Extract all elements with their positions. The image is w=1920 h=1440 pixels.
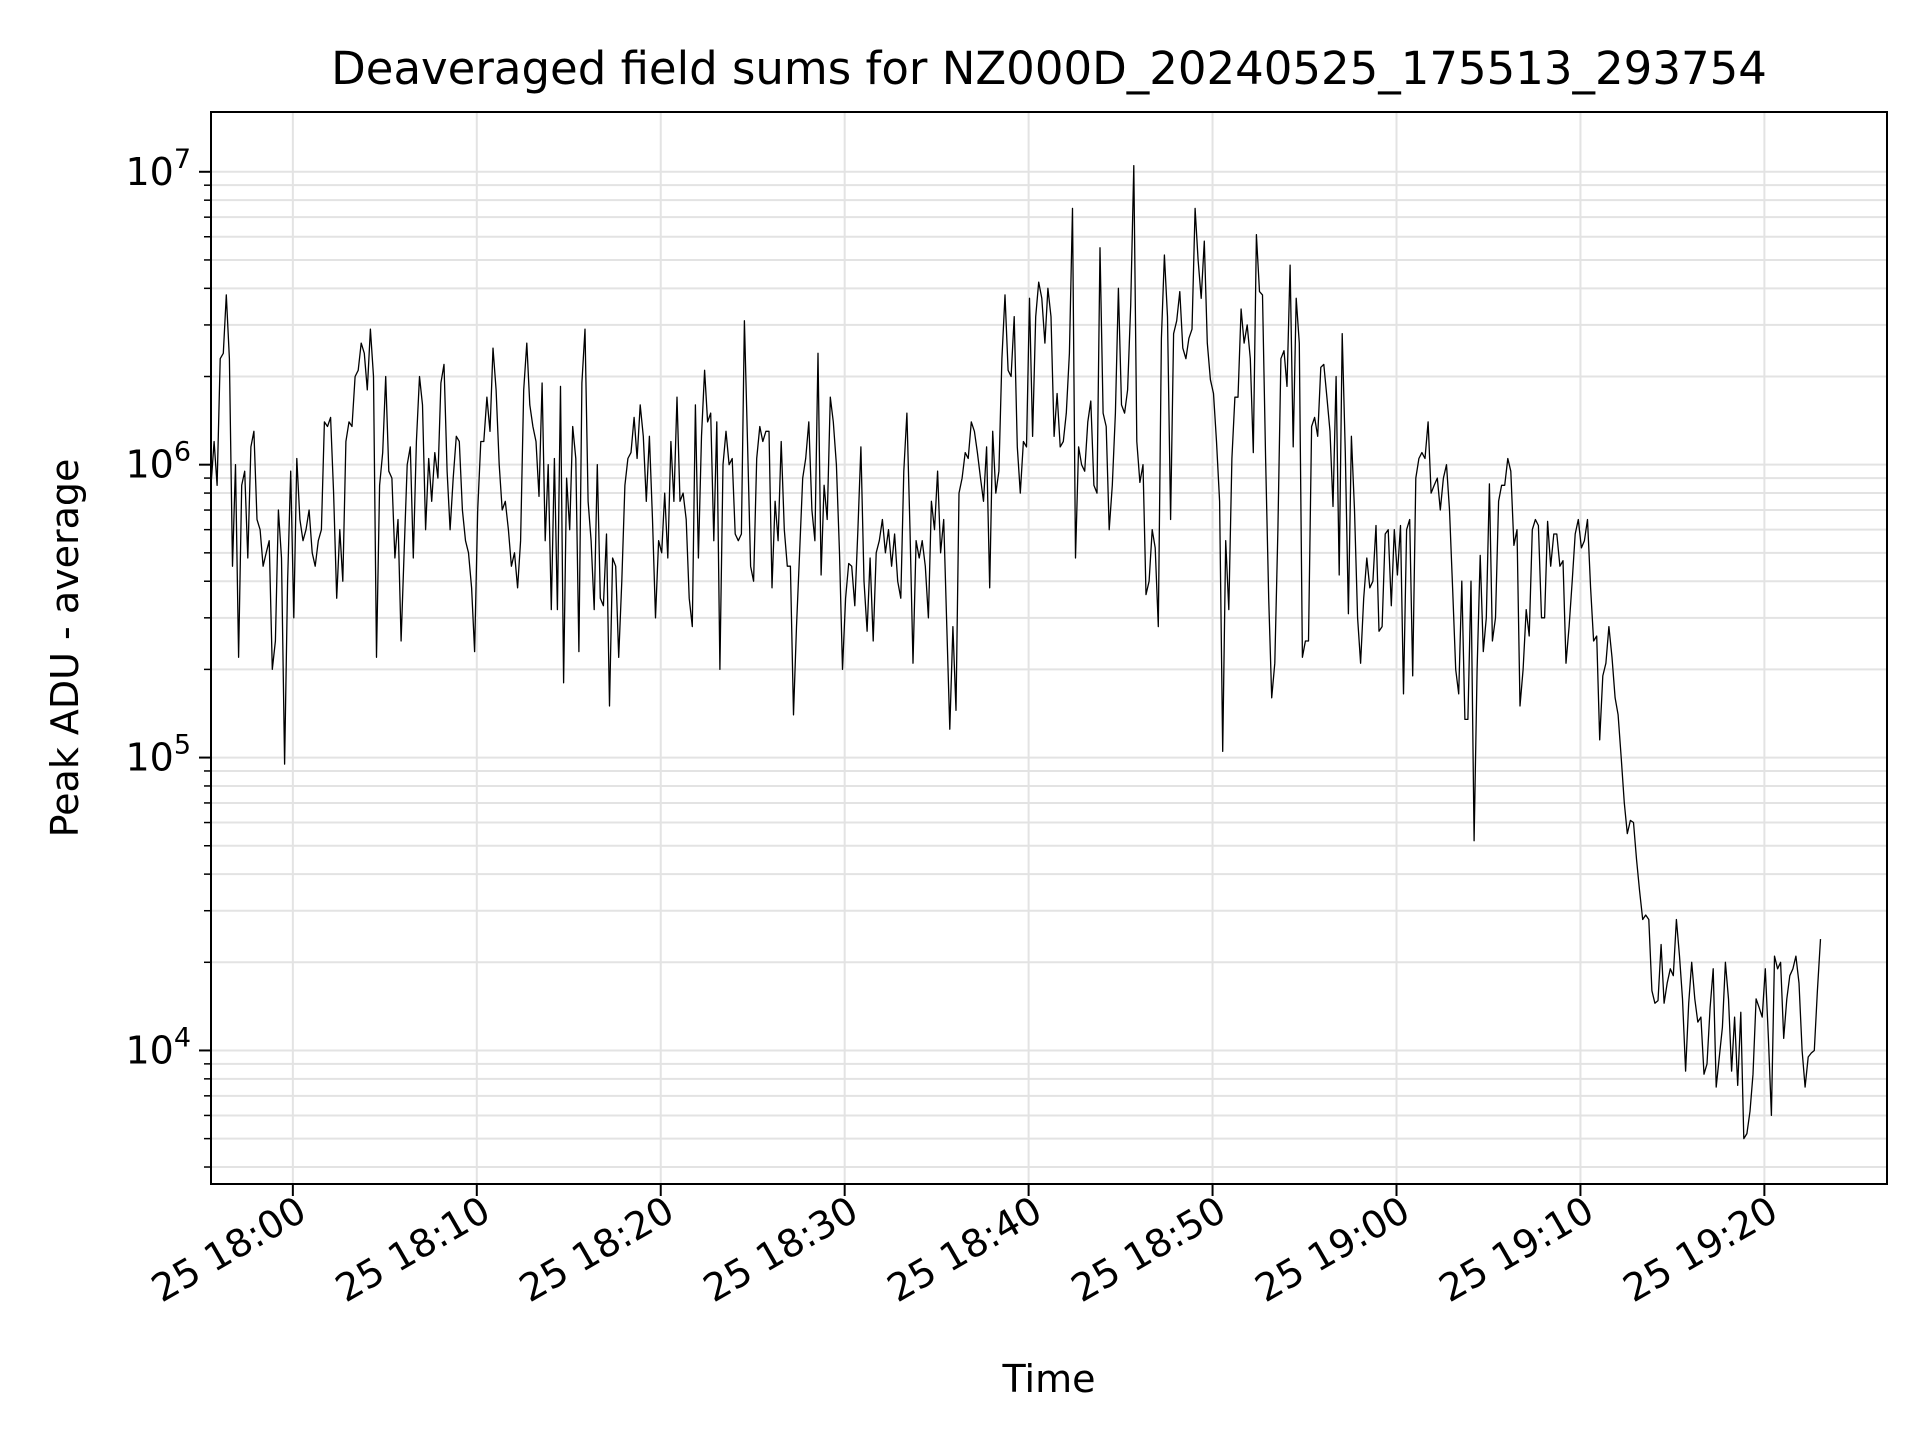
y-tick-label-base: 10 <box>125 150 173 194</box>
x-axis-label: Time <box>1002 1357 1096 1401</box>
chart-title: Deaveraged field sums for NZ000D_2024052… <box>331 42 1767 95</box>
y-tick-label-exponent: 7 <box>174 144 191 175</box>
series-line <box>210 164 1822 1140</box>
grid <box>211 112 1887 1184</box>
y-tick-label-exponent: 6 <box>174 437 191 468</box>
plot-frame <box>210 111 1888 1185</box>
y-tick-label: 104 <box>125 1022 191 1072</box>
y-tick-label-base: 10 <box>125 443 173 487</box>
y-tick-label: 107 <box>125 144 191 194</box>
y-tick-label: 106 <box>125 437 191 487</box>
y-axis-label: Peak ADU - average <box>43 459 87 838</box>
y-tick-label-base: 10 <box>125 1028 173 1072</box>
y-tick-label-base: 10 <box>125 736 173 780</box>
y-tick-label-exponent: 4 <box>174 1022 191 1053</box>
y-tick-label-exponent: 5 <box>174 730 191 761</box>
y-tick-label: 105 <box>125 730 191 780</box>
